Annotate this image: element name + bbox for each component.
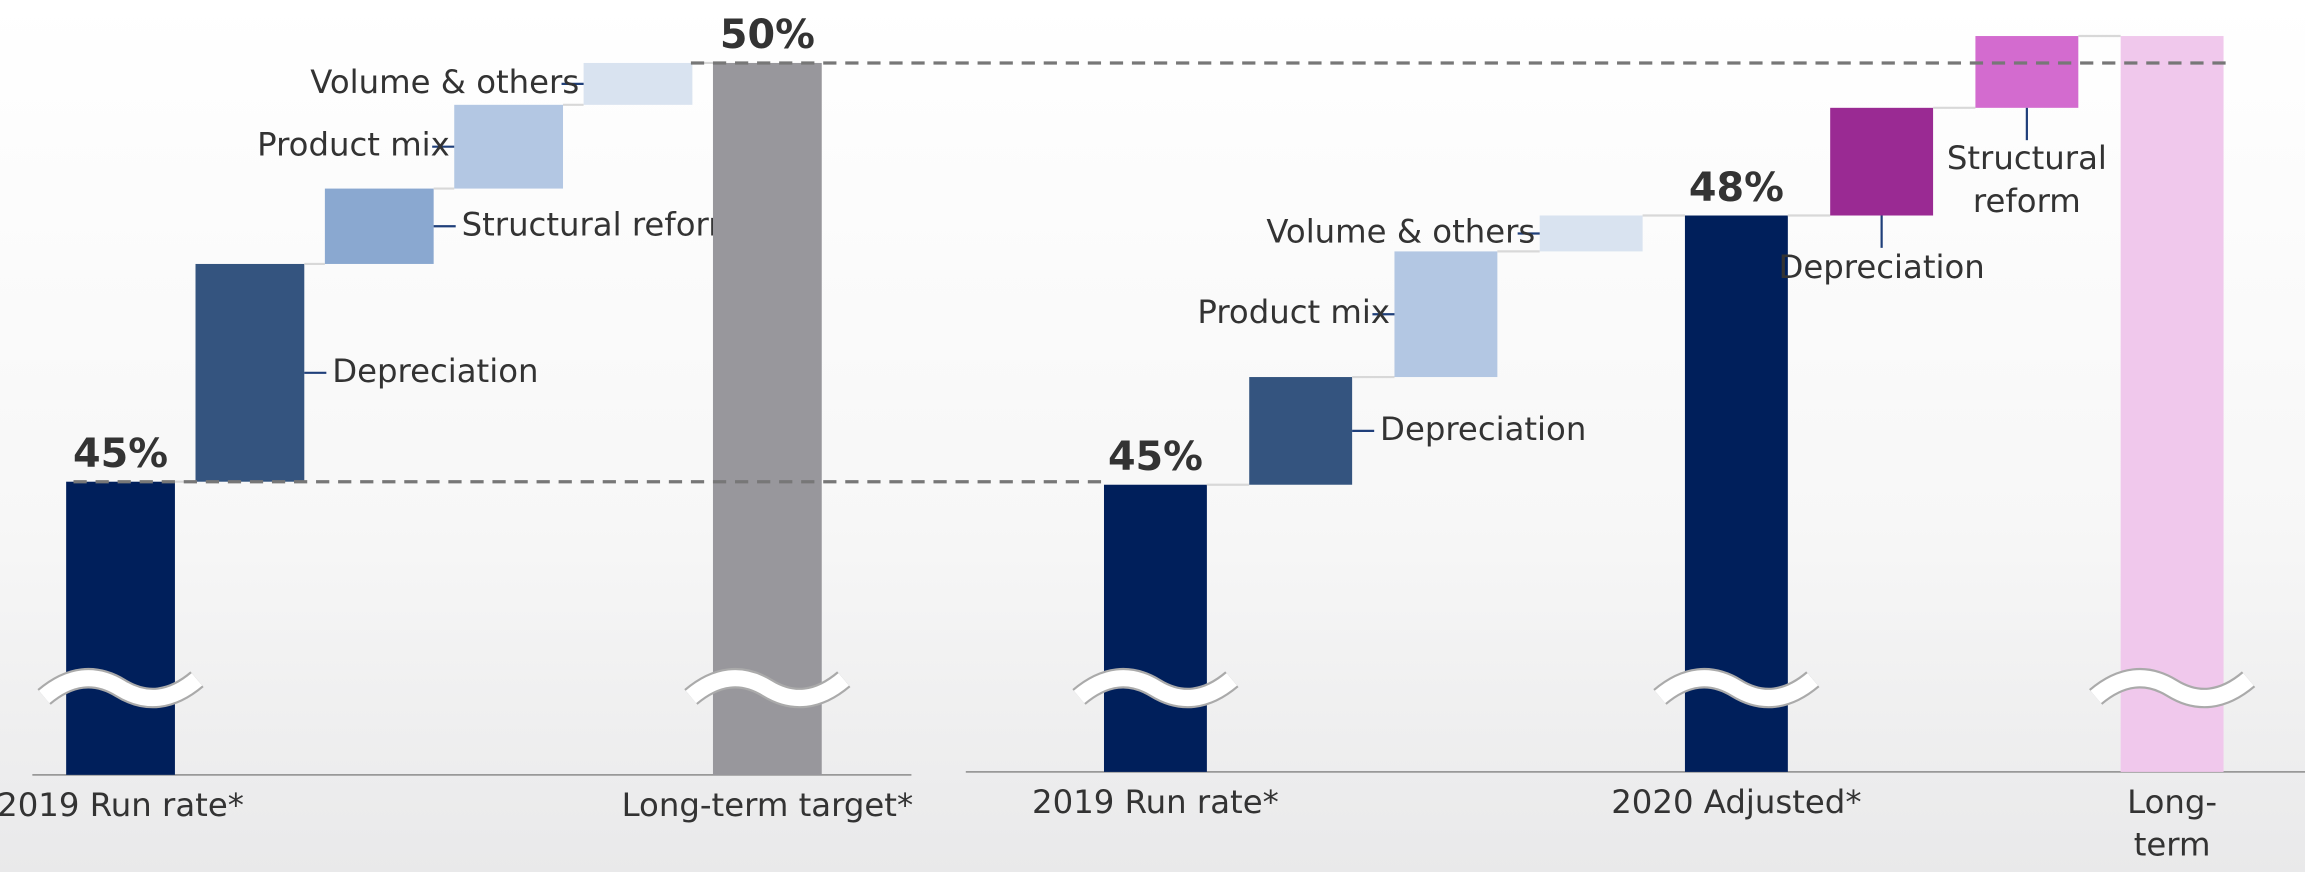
bar — [195, 263, 305, 482]
x-label-box: 2020 Adjusted* — [1611, 785, 1862, 822]
x-tick-label: Long-term target* — [621, 788, 914, 825]
axis-break — [2090, 670, 2254, 707]
bar — [1249, 377, 1353, 485]
value-label: 45% — [73, 431, 168, 477]
axis-break — [1654, 670, 1819, 707]
bar — [2120, 36, 2224, 772]
bar — [1539, 215, 1643, 252]
bar — [712, 62, 822, 775]
axis-break — [1073, 670, 1238, 707]
bar — [1975, 36, 2079, 108]
step-label-box: Depreciation — [1778, 249, 1985, 287]
bar — [324, 188, 434, 264]
x-label-box: Long-term target* — [621, 788, 914, 825]
step-label: Structural reform — [462, 205, 740, 243]
step-label: Product mix — [1197, 293, 1390, 331]
bar — [583, 62, 693, 105]
step-label: Depreciation — [1778, 249, 1985, 287]
step-label: Structural reform — [1946, 141, 2107, 221]
x-label-box: 2019 Run rate* — [1032, 785, 1279, 822]
step-label: Depreciation — [1380, 410, 1586, 448]
value-label: 45% — [1108, 434, 1203, 480]
value-label: 50% — [720, 12, 815, 58]
step-label: Product mix — [257, 126, 450, 164]
bar — [66, 481, 175, 775]
x-tick-label: 2020 Adjusted* — [1611, 785, 1862, 822]
step-label: Volume & others — [310, 63, 579, 101]
x-label-box: Long-term target* — [2115, 785, 2230, 872]
x-tick-label: 2019 Run rate* — [0, 788, 244, 825]
axis-break — [685, 670, 850, 707]
bar — [1394, 251, 1498, 378]
step-label-box: Structural reform — [1946, 141, 2107, 221]
x-label-box: 2019 Run rate* — [0, 788, 244, 825]
bar — [454, 104, 564, 189]
bar — [1103, 484, 1207, 772]
step-label: Volume & others — [1266, 212, 1535, 250]
x-tick-label: Long-term target* — [2115, 785, 2230, 872]
step-label: Depreciation — [332, 352, 538, 390]
x-tick-label: 2019 Run rate* — [1032, 785, 1279, 822]
axis-break — [38, 670, 203, 707]
bar — [1830, 107, 1934, 216]
value-label: 48% — [1689, 165, 1784, 211]
